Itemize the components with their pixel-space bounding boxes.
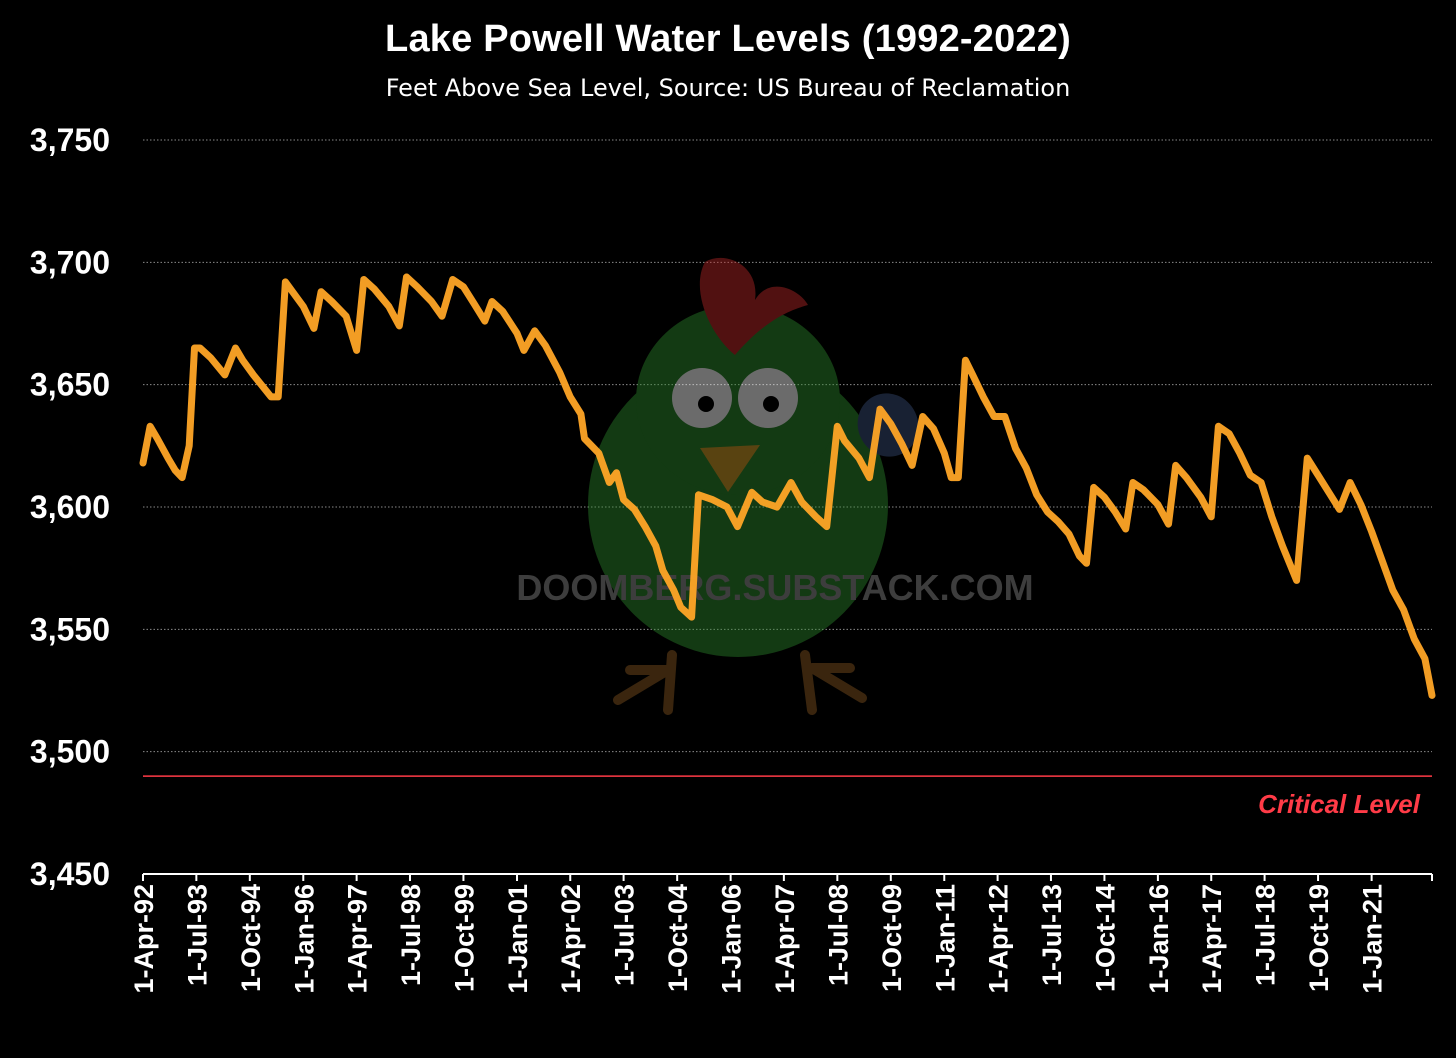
- gridlines: [143, 139, 1432, 753]
- critical-level-label: Critical Level: [1258, 789, 1421, 819]
- x-tick-label: 1-Jul-13: [1037, 884, 1067, 986]
- x-tick-label: 1-Jul-98: [396, 884, 426, 986]
- y-tick-label: 3,450: [30, 856, 110, 892]
- x-tick-label: 1-Oct-99: [449, 884, 479, 992]
- x-tick-label: 1-Jul-03: [610, 884, 640, 986]
- x-tick-label: 1-Oct-94: [236, 884, 266, 992]
- y-tick-label: 3,600: [30, 489, 110, 525]
- x-tick-label: 1-Jan-16: [1144, 884, 1174, 994]
- series-line: [139, 273, 1436, 699]
- x-tick-label: 1-Jan-06: [717, 884, 747, 994]
- x-tick-label: 1-Apr-97: [343, 884, 373, 994]
- watermark-text: DOOMBERG.SUBSTACK.COM: [516, 567, 1033, 608]
- chicken-mascot-icon: [588, 257, 919, 715]
- x-tick-label: 1-Oct-09: [877, 884, 907, 992]
- x-tick-label: 1-Oct-04: [663, 884, 693, 992]
- x-tick-label: 1-Apr-02: [556, 884, 586, 994]
- x-axis: 1-Apr-92 1-Jul-93 1-Oct-94 1-Jan-96 1-Apr-97…: [129, 873, 1433, 994]
- x-tick-label: 1-Jan-11: [930, 884, 960, 992]
- y-tick-label: 3,700: [30, 244, 110, 280]
- x-tick-label: 1-Jul-93: [182, 884, 212, 986]
- x-tick-label: 1-Apr-07: [770, 884, 800, 994]
- x-tick-label: 1-Jul-08: [823, 884, 853, 986]
- y-axis-ticks: 3,450 3,500 3,550 3,600 3,650 3,700 3,750: [30, 122, 110, 892]
- x-tick-label: 1-Oct-14: [1090, 884, 1120, 992]
- critical-level: Critical Level: [143, 775, 1432, 819]
- x-tick-label: 1-Jul-18: [1251, 884, 1281, 986]
- x-tick-label: 1-Apr-92: [129, 884, 159, 994]
- y-tick-label: 3,750: [30, 122, 110, 158]
- x-tick-label: 1-Oct-19: [1304, 884, 1334, 992]
- x-tick-label: 1-Jan-01: [503, 884, 533, 994]
- chart-subtitle: Feet Above Sea Level, Source: US Bureau …: [385, 74, 1071, 102]
- x-tick-label: 1-Jan-96: [289, 884, 319, 994]
- x-tick-label: 1-Apr-12: [984, 884, 1014, 994]
- series-lines: [139, 273, 1436, 699]
- x-tick-label: 1-Apr-17: [1197, 884, 1227, 994]
- chart-title: Lake Powell Water Levels (1992-2022): [385, 18, 1071, 60]
- y-tick-label: 3,650: [30, 367, 110, 403]
- y-tick-label: 3,500: [30, 734, 110, 770]
- x-tick-label: 1-Jan-21: [1358, 884, 1388, 994]
- y-tick-label: 3,550: [30, 611, 110, 647]
